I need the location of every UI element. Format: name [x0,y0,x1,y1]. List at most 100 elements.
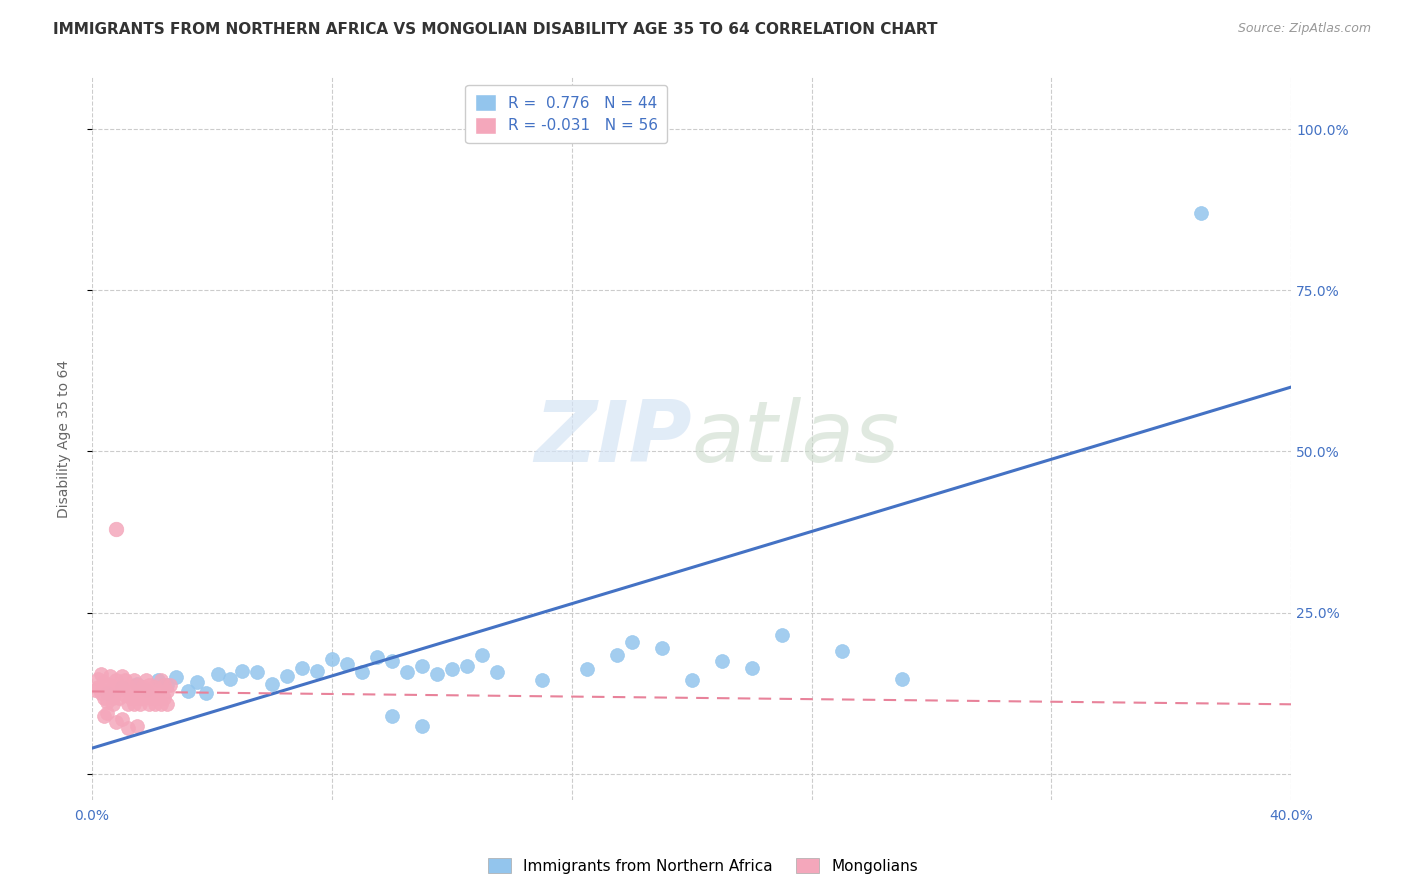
Point [96,706,118,720]
Point [350,665,373,679]
Point [125,678,148,692]
Point [149,673,172,688]
Point [135,684,157,698]
Point [125,718,148,732]
Point [105,684,128,698]
Point [141,690,163,705]
Point [207,667,229,681]
Point [770,628,793,642]
Point [146,684,169,698]
Point [159,678,181,692]
Point [108,680,131,694]
Point [105,522,128,536]
Point [114,673,136,688]
Point [411,658,433,673]
Point [111,712,134,726]
Point [260,676,283,690]
Point [194,686,217,700]
Point [96,695,118,709]
Point [117,698,139,712]
Point [395,665,418,679]
Point [471,648,494,662]
Point [98,678,121,692]
Text: IMMIGRANTS FROM NORTHERN AFRICA VS MONGOLIAN DISABILITY AGE 35 TO 64 CORRELATION: IMMIGRANTS FROM NORTHERN AFRICA VS MONGO… [53,22,938,37]
Point [132,690,155,705]
Point [96,686,118,700]
Point [114,688,136,702]
Point [129,698,152,712]
Point [366,649,388,664]
Text: ZIP: ZIP [534,397,692,480]
Point [741,660,763,674]
Point [246,665,269,679]
Point [831,644,853,658]
Point [111,681,134,696]
Point [125,690,148,705]
Y-axis label: Disability Age 35 to 64: Disability Age 35 to 64 [58,359,72,517]
Point [219,672,242,686]
Point [138,678,160,692]
Point [146,690,169,705]
Point [291,660,314,674]
Point [606,648,628,662]
Point [117,680,139,694]
Point [135,683,157,698]
Point [381,654,404,668]
Point [651,641,673,656]
Point [141,684,163,698]
Point [153,678,176,692]
Point [440,663,463,677]
Point [156,684,179,698]
Point [120,684,142,698]
Point [426,667,449,681]
Point [96,684,118,698]
Point [129,684,152,698]
Point [105,715,128,730]
Point [93,709,115,723]
Point [143,698,166,712]
Point [456,658,478,673]
Point [101,690,124,705]
Point [90,667,112,681]
Point [122,673,145,688]
Point [149,698,172,712]
Point [710,654,733,668]
Point [93,690,115,705]
Text: atlas: atlas [692,397,900,480]
Point [336,657,359,672]
Point [143,680,166,694]
Point [156,678,179,692]
Point [381,709,404,723]
Point [84,683,107,698]
Point [108,690,131,705]
Point [153,690,176,705]
Point [620,634,643,648]
Point [87,680,110,694]
Point [231,664,253,678]
Point [681,673,703,688]
Point [1189,206,1212,220]
Point [105,673,128,688]
Point [138,698,160,712]
Point [98,669,121,683]
Point [305,664,328,678]
Point [146,673,169,688]
Legend: Immigrants from Northern Africa, Mongolians: Immigrants from Northern Africa, Mongoli… [482,852,924,880]
Point [101,698,124,712]
Point [276,669,298,683]
Point [135,673,157,688]
Point [165,670,187,684]
Point [125,676,148,690]
Point [530,673,553,688]
Point [117,721,139,735]
Point [890,672,912,686]
Point [177,684,200,698]
Point [87,672,110,686]
Point [411,718,433,732]
Point [575,663,598,677]
Point [122,698,145,712]
Point [120,690,142,705]
Point [93,675,115,690]
Point [90,686,112,700]
Point [485,665,508,679]
